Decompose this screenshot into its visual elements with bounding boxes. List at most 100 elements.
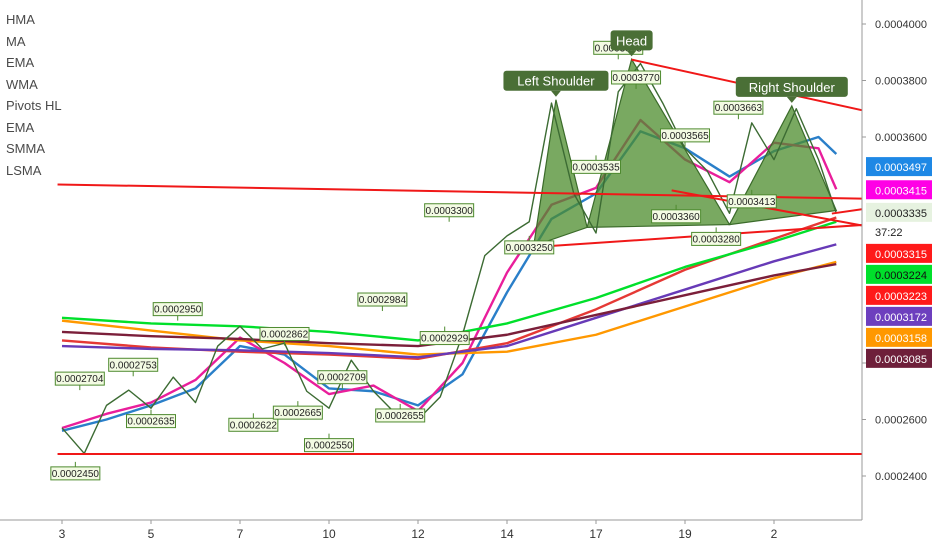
pivot-label-text: 0.0002450 xyxy=(52,469,100,480)
pivot-label-box xyxy=(660,128,710,143)
indicator-label[interactable]: EMA xyxy=(6,119,35,135)
pivot-label-text: 0.0002709 xyxy=(319,373,367,384)
pattern-label-box xyxy=(503,70,609,91)
pivot-label-box xyxy=(713,100,764,115)
price-badge-box xyxy=(866,306,932,326)
pivot-label: 0.0002984 xyxy=(357,292,408,312)
pattern-label-text: Left Shoulder xyxy=(517,74,595,89)
indicator-label[interactable]: HMA xyxy=(6,12,35,27)
pivot-label-text: 0.0003663 xyxy=(715,103,763,114)
pivot-label-text: 0.0002550 xyxy=(305,441,353,452)
pivot-label-box xyxy=(504,240,555,255)
pivot-label-box xyxy=(304,438,354,453)
pivot-label: 0.0002862 xyxy=(259,326,310,346)
price-badge-box xyxy=(866,157,932,177)
price-badge: 0.0003335 37:22 xyxy=(866,202,932,239)
pivot-label-box xyxy=(424,203,475,218)
pivot-label-box xyxy=(108,357,159,372)
pivot-label-text: 0.0002753 xyxy=(110,360,158,371)
y-tick-label: 0.0002600 xyxy=(875,415,927,427)
indicator-label[interactable]: WMA xyxy=(6,76,38,92)
moving-average-line xyxy=(61,130,838,432)
pivot-label-box xyxy=(317,370,368,385)
pivot-label: 0.0003250 xyxy=(504,235,555,255)
x-tick-label: 5 xyxy=(148,527,155,541)
pivot-label-text: 0.0002635 xyxy=(127,417,175,428)
pivot-label: 0.0002665 xyxy=(272,401,323,420)
pivot-label-box xyxy=(571,159,621,174)
price-badge: 0.0003415 xyxy=(866,180,932,200)
pattern-label-box xyxy=(610,30,653,51)
pivot-label-text: 0.0003770 xyxy=(612,73,660,84)
pivot-label-box xyxy=(691,231,742,246)
pivot-label-text: 0.0002862 xyxy=(261,329,309,340)
pivot-label-text: 0.0003360 xyxy=(652,212,700,223)
pattern-label: Head xyxy=(610,30,653,57)
y-tick-label: 0.0004000 xyxy=(875,19,927,31)
shoulder-triangle xyxy=(586,57,731,229)
y-tick-label: 0.0003800 xyxy=(875,76,927,88)
indicator-label[interactable]: MA xyxy=(6,33,26,49)
pivot-label-box xyxy=(54,371,105,386)
pivot-label-box xyxy=(228,417,279,432)
pattern-label-text: Head xyxy=(616,33,647,48)
pivot-label-box xyxy=(272,405,323,420)
x-tick-label: 19 xyxy=(678,527,692,541)
indicator-label[interactable]: Pivots HL xyxy=(6,98,62,113)
pivot-label-box xyxy=(357,292,408,307)
pivot-label-text: 0.0002950 xyxy=(154,305,202,316)
pivot-label-text: 0.0003300 xyxy=(426,206,474,217)
price-badge: 0.0003158 xyxy=(866,327,932,347)
pivot-label: 0.0003413 xyxy=(726,189,777,209)
pattern-label-text: Right Shoulder xyxy=(749,80,836,95)
pivot-label-box xyxy=(50,466,101,481)
pivot-label: 0.0003300 xyxy=(424,203,475,222)
price-badge-text: 0.0003315 xyxy=(875,249,927,261)
pivot-label: 0.0003360 xyxy=(651,204,702,224)
trend-line xyxy=(57,183,932,201)
pivot-label: 0.0002622 xyxy=(228,413,279,432)
price-badge: 0.0003223 xyxy=(866,285,932,305)
moving-average-line xyxy=(61,243,837,359)
pivot-label-text: 0.0002622 xyxy=(230,420,278,431)
pivot-label-box xyxy=(152,302,203,317)
price-badge-text: 0.0003497 xyxy=(875,162,927,174)
indicator-legend: HMA MA EMA WMA Pivots HL EMA SMMA LSMA xyxy=(6,9,62,181)
pattern-label: Right Shoulder xyxy=(735,76,848,103)
pivot-label-box xyxy=(259,326,310,341)
pivot-label-text: 0.0003413 xyxy=(728,197,776,208)
y-tick-label: 0.0002400 xyxy=(875,471,927,483)
indicator-label[interactable]: SMMA xyxy=(6,141,45,156)
price-badge: 0.0003085 xyxy=(866,348,932,368)
pattern-label-pointer xyxy=(786,96,797,103)
x-tick-label: 7 xyxy=(237,527,244,541)
moving-average-line xyxy=(61,260,837,356)
pivot-label: 0.0002929 xyxy=(419,326,470,346)
pivot-label-text: 0.0003280 xyxy=(693,234,741,245)
price-badge-box xyxy=(866,243,932,263)
pivot-label-box xyxy=(419,331,470,346)
indicator-label[interactable]: EMA xyxy=(6,55,35,70)
pivot-label-box xyxy=(126,414,176,429)
pivot-label-box xyxy=(375,408,426,423)
price-badge-box xyxy=(866,327,932,347)
price-badge-text: 0.0003158 xyxy=(875,333,927,345)
price-series-line xyxy=(61,62,837,455)
pivot-label: 0.0003535 xyxy=(571,155,621,174)
pivot-label: 0.0002655 xyxy=(375,403,426,423)
indicator-label[interactable]: LSMA xyxy=(6,162,42,178)
price-badge-text: 0.0003335 xyxy=(875,208,927,220)
pivot-label-text: 0.0003535 xyxy=(572,162,620,173)
price-badge-text: 0.0003223 xyxy=(875,291,927,303)
price-badge-box xyxy=(866,180,932,200)
trend-line xyxy=(671,189,932,240)
price-badge: 0.0003315 xyxy=(866,243,932,263)
pivot-label-text: 0.0002655 xyxy=(377,411,425,422)
pivot-label: 0.0002635 xyxy=(126,409,176,429)
pivot-label: 0.0002709 xyxy=(317,370,368,389)
pivot-label: 0.0002950 xyxy=(152,302,203,321)
trend-line xyxy=(631,58,932,127)
x-tick-label: 12 xyxy=(411,527,425,541)
pivot-label-text: 0.0002665 xyxy=(274,408,322,419)
